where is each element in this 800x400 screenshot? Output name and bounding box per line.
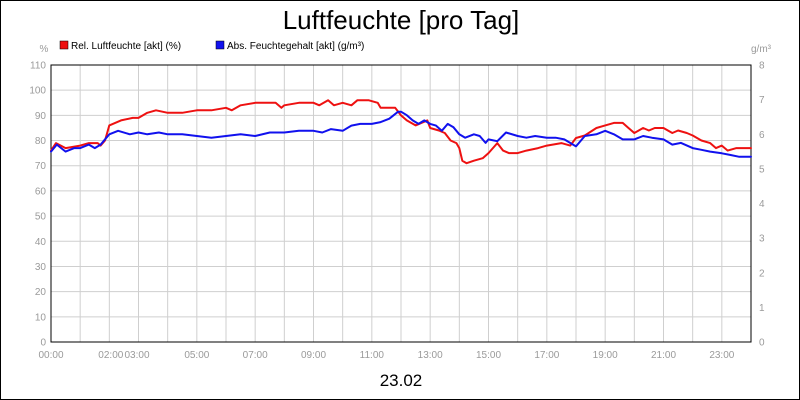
series-line-abs-humidity bbox=[50, 110, 752, 158]
y-left-tick-label: 90 bbox=[35, 111, 47, 122]
x-tick-label: 11:00 bbox=[360, 350, 385, 361]
y-right-tick-label: 8 bbox=[759, 61, 765, 72]
legend-swatch-abs-humidity bbox=[215, 40, 225, 50]
series-lines bbox=[50, 99, 752, 165]
plot-area-border bbox=[50, 64, 752, 343]
legend-label-rel-humidity: Rel. Luftfeuchte [akt] (%) bbox=[71, 41, 181, 52]
y-left-tick-label: 30 bbox=[35, 262, 47, 273]
x-tick-label: 09:00 bbox=[301, 350, 326, 361]
y-right-unit: g/m³ bbox=[751, 44, 772, 55]
legend: Rel. Luftfeuchte [akt] (%) Abs. Feuchteg… bbox=[59, 40, 364, 52]
y-left-tick-label: 10 bbox=[35, 312, 47, 323]
y-right-tick-label: 2 bbox=[759, 268, 765, 279]
y-right-tick-label: 6 bbox=[759, 130, 765, 141]
y-right-tick-label: 5 bbox=[759, 164, 765, 175]
x-axis-date-label: 23.02 bbox=[380, 371, 423, 390]
y-right-tick-label: 3 bbox=[759, 234, 765, 245]
x-tick-label: 05:00 bbox=[184, 350, 209, 361]
x-tick-label: 03:00 bbox=[125, 350, 150, 361]
y-right-tick-label: 1 bbox=[759, 303, 765, 314]
x-tick-label: 19:00 bbox=[593, 350, 618, 361]
x-tick-label: 02:00 bbox=[98, 350, 123, 361]
y-left-tick-label: 60 bbox=[35, 186, 47, 197]
legend-label-abs-humidity: Abs. Feuchtegehalt [akt] (g/m³) bbox=[227, 41, 364, 52]
x-tick-label: 17:00 bbox=[534, 350, 559, 361]
y-left-tick-label: 80 bbox=[35, 136, 47, 147]
y-left-tick-label: 100 bbox=[29, 86, 46, 97]
x-tick-label: 15:00 bbox=[476, 350, 501, 361]
y-left-tick-label: 40 bbox=[35, 237, 47, 248]
y-left-tick-label: 70 bbox=[35, 161, 47, 172]
x-tick-label: 21:00 bbox=[651, 350, 676, 361]
x-tick-label: 13:00 bbox=[418, 350, 443, 361]
y-right-tick-label: 4 bbox=[759, 199, 765, 210]
y-left-tick-label: 110 bbox=[30, 61, 46, 72]
y-left-tick-label: 20 bbox=[35, 287, 47, 298]
chart-title: Luftfeuchte [pro Tag] bbox=[283, 5, 520, 35]
axes: 0 10 20 30 40 50 60 70 80 90 100 110 0 1 2 3 4 5 6 7 8 00:00 0… bbox=[29, 61, 765, 362]
y-left-unit: % bbox=[40, 44, 49, 55]
y-left-tick-label: 0 bbox=[40, 338, 46, 349]
x-tick-label: 23:00 bbox=[709, 350, 734, 361]
x-tick-label: 07:00 bbox=[243, 350, 268, 361]
legend-swatch-rel-humidity bbox=[59, 40, 69, 50]
x-tick-label: 00:00 bbox=[38, 350, 63, 361]
grid bbox=[50, 64, 752, 343]
y-left-tick-label: 50 bbox=[35, 212, 47, 223]
y-right-tick-label: 0 bbox=[759, 338, 765, 349]
y-right-tick-label: 7 bbox=[759, 95, 765, 106]
